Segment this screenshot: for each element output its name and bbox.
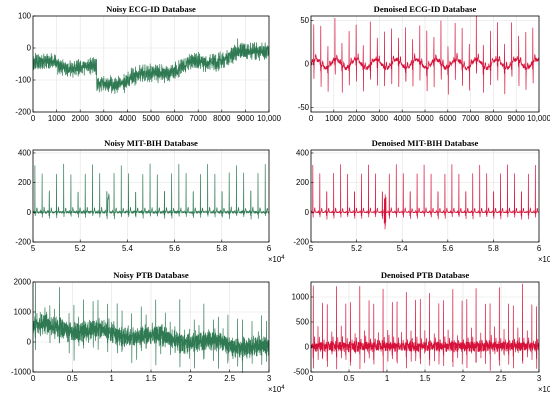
x-tick-label: 0.5 [344, 374, 356, 383]
series-line [33, 38, 269, 94]
x-tick-label: 1.5 [420, 374, 432, 383]
x-tick-label: 2.5 [496, 374, 508, 383]
x-tick-label: 5.2 [351, 244, 362, 253]
x-tick-label: 2000 [348, 114, 366, 123]
series-line [311, 15, 539, 95]
y-tick-label: 200 [296, 178, 310, 187]
x-tick-label: 2 [188, 374, 192, 383]
x-tick-label: 2000 [72, 114, 90, 123]
axes-frame [32, 149, 270, 243]
y-tick-label: 1000 [292, 293, 310, 302]
chart-title: Denoised MIT-BIH Database [372, 138, 479, 148]
x-tick-label: 1 [109, 374, 113, 383]
chart-panel-4: Denoised MIT-BIH Database 5 5.2 5.4 5.6 5.8 6 -… [293, 138, 550, 264]
series-line [33, 163, 269, 220]
x-tick-label: 6000 [439, 114, 457, 123]
x-tick-label: 0 [31, 114, 36, 123]
chart-title: Noisy ECG-ID Database [106, 4, 196, 14]
y-tick-label: 500 [296, 318, 310, 327]
y-tick-label: -200 [15, 108, 31, 117]
x-tick-label: 6 [267, 244, 271, 253]
x-tick-label: 3 [267, 374, 271, 383]
x-tick-label: 0.5 [67, 374, 79, 383]
x-tick-label: 5.4 [122, 244, 134, 253]
x-tick-label: 1000 [48, 114, 66, 123]
x-tick-label: 5.2 [75, 244, 86, 253]
y-tick-label: 0 [27, 208, 32, 217]
x-tick-label: 0 [309, 374, 314, 383]
axes-frame [310, 149, 540, 243]
x-tick-label: 1.5 [146, 374, 158, 383]
y-tick-label: 0 [27, 338, 32, 347]
x-tick-label: 5.8 [216, 244, 227, 253]
y-tick-label: 50 [300, 16, 309, 25]
chart-title: Denoised PTB Database [381, 270, 470, 280]
x-exponent-label: ×104 [538, 255, 550, 264]
x-tick-label: 0 [309, 114, 314, 123]
x-tick-label: 5.4 [397, 244, 409, 253]
x-tick-label: 10,000 [257, 114, 282, 123]
x-tick-label: 5000 [416, 114, 434, 123]
x-tick-label: 9000 [237, 114, 255, 123]
chart-title: Noisy PTB Database [113, 270, 189, 280]
chart-title: Noisy MIT-BIH Database [104, 138, 198, 148]
x-tick-label: 5 [309, 244, 314, 253]
x-tick-label: 5.6 [169, 244, 180, 253]
chart-panel-2: Denoised ECG-ID Database 0 1000 2000 3000 400… [298, 4, 550, 123]
chart-panel-3: Noisy MIT-BIH Database 5 5.2 5.4 5.6 5.8 6 -200… [15, 138, 285, 264]
y-tick-label: 1000 [14, 308, 32, 317]
x-tick-label: 5 [31, 244, 36, 253]
series-line [33, 282, 269, 373]
x-tick-label: 10,000 [527, 114, 550, 123]
x-tick-label: 2.5 [224, 374, 236, 383]
y-tick-label: 400 [18, 149, 32, 158]
x-exponent-label: ×104 [268, 385, 285, 394]
series-line [311, 164, 539, 230]
x-exponent-label: ×104 [268, 255, 285, 264]
x-tick-label: 3000 [95, 114, 113, 123]
x-tick-label: 8000 [213, 114, 231, 123]
x-tick-label: 9000 [508, 114, 526, 123]
x-tick-label: 2 [461, 374, 465, 383]
x-tick-label: 7000 [462, 114, 480, 123]
y-tick-label: -200 [293, 238, 309, 247]
y-tick-label: 0 [305, 60, 310, 69]
y-tick-label: -50 [298, 103, 310, 112]
y-tick-label: -500 [293, 368, 309, 377]
series-line [311, 283, 539, 372]
x-tick-label: 4000 [394, 114, 412, 123]
y-tick-label: -200 [15, 238, 31, 247]
x-tick-label: 0 [31, 374, 36, 383]
x-tick-label: 3 [537, 374, 541, 383]
x-tick-label: 1000 [325, 114, 343, 123]
y-tick-label: 0 [305, 208, 310, 217]
y-tick-label: -1000 [11, 368, 32, 377]
y-tick-label: 200 [18, 178, 32, 187]
y-tick-label: 100 [18, 12, 32, 21]
x-tick-label: 8000 [485, 114, 503, 123]
x-tick-label: 7000 [190, 114, 208, 123]
x-tick-label: 5.8 [488, 244, 499, 253]
x-tick-label: 6000 [166, 114, 184, 123]
y-tick-label: 400 [296, 149, 310, 158]
x-exponent-label: ×104 [538, 385, 550, 394]
y-tick-label: 0 [305, 343, 310, 352]
x-tick-label: 3000 [371, 114, 389, 123]
x-tick-label: 5000 [142, 114, 160, 123]
x-tick-label: 1 [385, 374, 389, 383]
y-tick-label: 0 [27, 44, 32, 53]
x-tick-label: 4000 [119, 114, 137, 123]
x-tick-label: 6 [537, 244, 541, 253]
chart-title: Denoised ECG-ID Database [374, 4, 477, 14]
x-tick-label: 5.6 [442, 244, 453, 253]
y-tick-label: 2000 [14, 278, 32, 287]
y-tick-label: -100 [15, 76, 31, 85]
